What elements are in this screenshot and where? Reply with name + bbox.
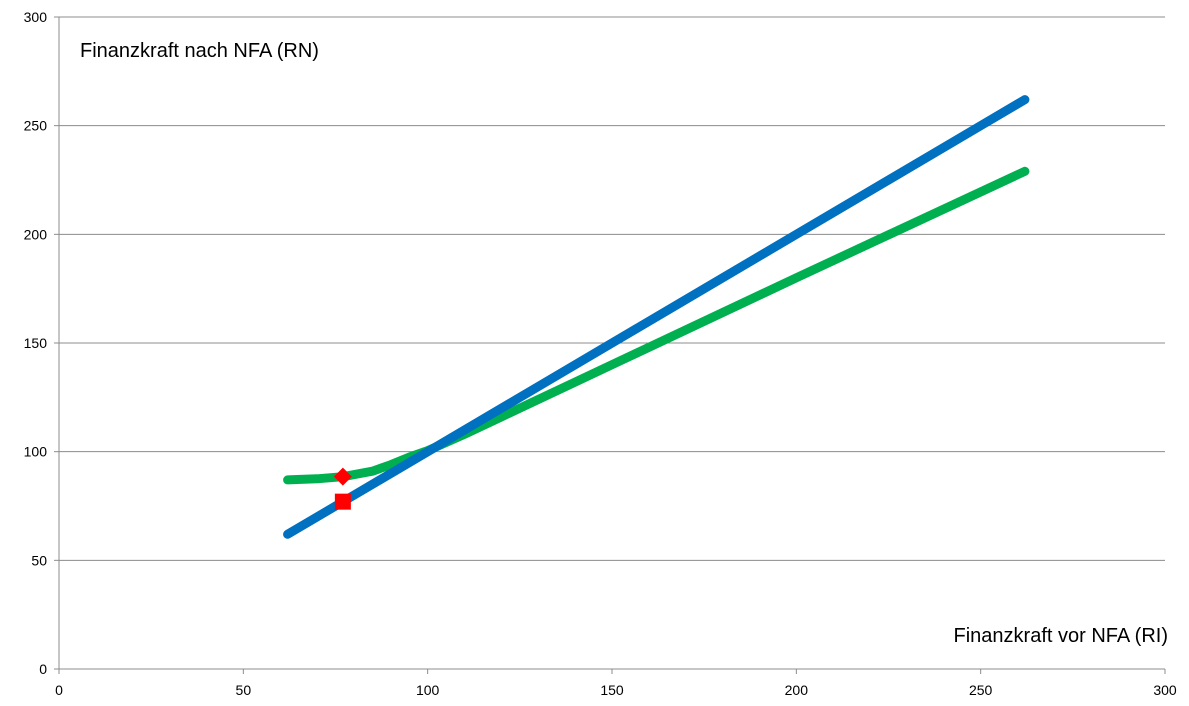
x-tick-label: 0 [55,682,63,698]
y-tick-label: 100 [24,444,48,460]
x-tick-label: 300 [1153,682,1177,698]
y-tick-label: 300 [24,9,48,25]
tick-labels: 0 50 100 150 200 250 300 0 50 100 150 200 250 300 [24,9,1177,698]
x-tick-label: 150 [600,682,624,698]
x-tick-label: 100 [416,682,440,698]
y-axis-title: Finanzkraft nach NFA (RN) [80,40,319,62]
markers [333,467,352,510]
series-line-green [283,166,1030,485]
x-axis-title: Finanzkraft vor NFA (RI) [954,625,1169,647]
axes [54,16,1166,674]
y-tick-label: 0 [39,661,47,677]
gridlines [59,16,1165,561]
marker-diamond [333,467,352,486]
y-tick-label: 150 [24,335,48,351]
y-tick-label: 250 [24,118,48,134]
x-tick-label: 200 [785,682,809,698]
x-tick-label: 50 [236,682,252,698]
series-line-blue [283,95,1030,539]
series [283,95,1030,539]
marker-square [334,493,351,510]
y-tick-label: 200 [24,226,48,242]
x-tick-label: 250 [969,682,993,698]
y-tick-label: 50 [31,552,47,568]
